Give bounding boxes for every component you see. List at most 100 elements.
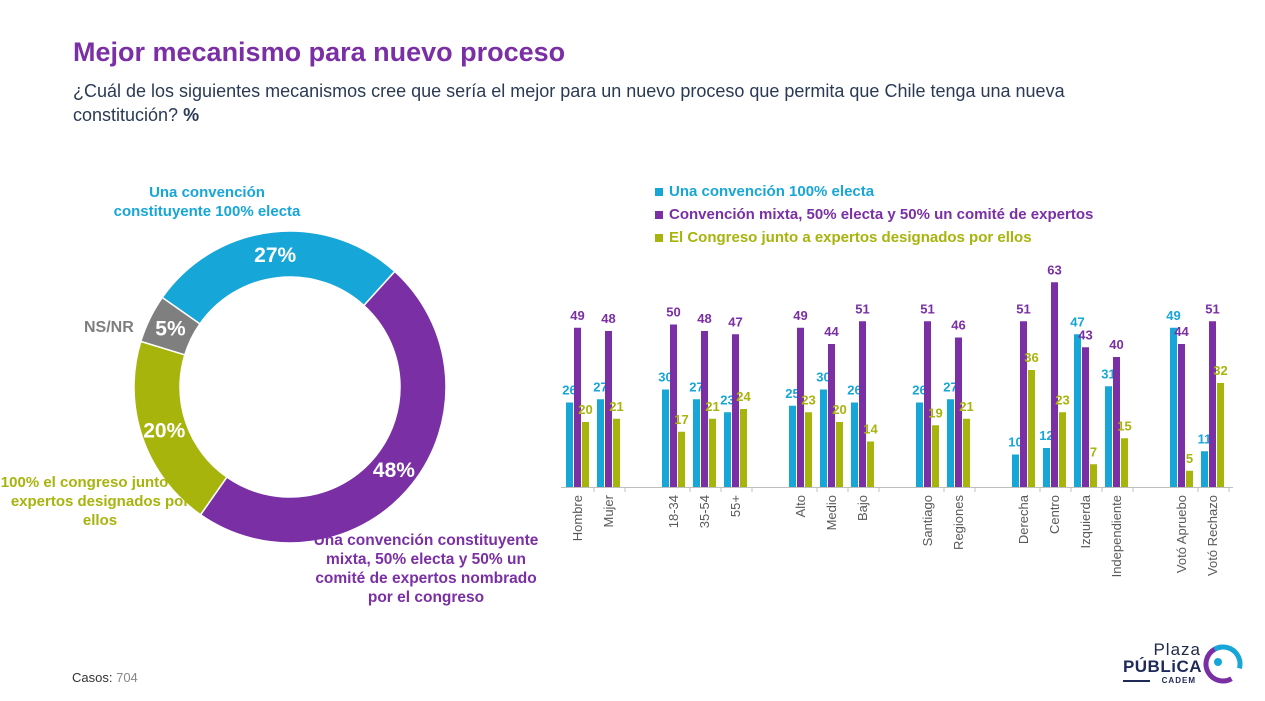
- logo-cadem-text: CADEM: [1161, 676, 1196, 685]
- bar-convencion: [1012, 454, 1019, 487]
- bar-value-mixta: 50: [666, 305, 680, 320]
- category-label: Votó Apruebo: [1174, 495, 1189, 573]
- donut-label-nsnr: NS/NR: [84, 319, 134, 336]
- bar-value-congreso: 21: [959, 399, 973, 414]
- bar-mixta: [828, 344, 835, 487]
- bar-convencion: [724, 412, 731, 487]
- category-label: Santiago: [920, 495, 935, 546]
- donut-label-convencion: Una convención constituyente 100% electa: [113, 184, 301, 220]
- bar-value-convencion: 49: [1166, 308, 1180, 323]
- logo-circle-icon: [1203, 644, 1243, 684]
- category-label: Izquierda: [1078, 494, 1093, 548]
- bar-mixta: [701, 331, 708, 487]
- bar-congreso: [805, 412, 812, 487]
- category-label: 35-54: [697, 495, 712, 528]
- bar-value-mixta: 40: [1109, 337, 1123, 352]
- bar-mixta: [1113, 357, 1120, 487]
- bar-value-convencion: 26: [847, 383, 861, 398]
- bar-convencion: [916, 402, 923, 487]
- bar-value-convencion: 10: [1008, 435, 1022, 450]
- category-label: Centro: [1047, 495, 1062, 534]
- bar-value-convencion: 26: [912, 383, 926, 398]
- bar-mixta: [1051, 282, 1058, 487]
- bar-value-congreso: 23: [801, 392, 815, 407]
- legend-swatch-congreso: [655, 233, 663, 242]
- logo-plaza-text: Plaza: [1153, 640, 1201, 659]
- legend-swatch-mixta: [655, 210, 663, 219]
- bar-value-convencion: 30: [816, 370, 830, 385]
- category-label: 18-34: [666, 495, 681, 528]
- bar-value-mixta: 49: [793, 308, 807, 323]
- bar-convencion: [1074, 334, 1081, 487]
- donut-label-mixta: Una convención constituyente mixta, 50% …: [313, 532, 539, 606]
- bar-value-congreso: 21: [609, 399, 623, 414]
- page-title: Mejor mecanismo para nuevo proceso: [73, 37, 566, 67]
- category-label: Independiente: [1109, 495, 1124, 577]
- subtitle-unit: %: [183, 105, 200, 125]
- donut-value-nsnr: 5%: [155, 318, 186, 341]
- bar-congreso: [709, 418, 716, 487]
- logo-underline: [1123, 680, 1150, 682]
- bar-value-congreso: 32: [1213, 363, 1227, 378]
- bar-congreso: [932, 425, 939, 487]
- bar-value-convencion: 27: [943, 379, 957, 394]
- bar-convencion: [1043, 448, 1050, 487]
- bar-value-mixta: 49: [570, 308, 584, 323]
- bar-convencion: [789, 405, 796, 487]
- casos-label: Casos: [72, 670, 109, 685]
- bar-congreso: [740, 409, 747, 487]
- bar-value-congreso: 7: [1090, 444, 1097, 459]
- page-subtitle: ¿Cuál de los siguientes mecanismos cree …: [73, 79, 1083, 127]
- bar-value-mixta: 51: [1016, 301, 1030, 316]
- bar-value-mixta: 63: [1047, 262, 1061, 277]
- bar-value-congreso: 24: [736, 389, 751, 404]
- casos-value: 704: [116, 670, 138, 685]
- legend-item-mixta: Convención mixta, 50% electa y 50% un co…: [655, 203, 1093, 226]
- donut-value-mixta: 48%: [373, 459, 415, 482]
- bar-convencion: [851, 402, 858, 487]
- bar-congreso: [963, 418, 970, 487]
- bar-congreso: [678, 431, 685, 487]
- bar-convencion: [1105, 386, 1112, 487]
- bar-mixta: [574, 327, 581, 487]
- bar-convencion: [1201, 451, 1208, 487]
- bar-congreso: [1059, 412, 1066, 487]
- bar-convencion: [693, 399, 700, 487]
- legend-item-congreso: El Congreso junto a expertos designados …: [655, 226, 1093, 249]
- bar-value-mixta: 48: [601, 311, 615, 326]
- bar-congreso: [867, 441, 874, 487]
- donut-slice-convencion: [161, 230, 396, 325]
- bar-value-mixta: 44: [824, 324, 839, 339]
- category-label: Medio: [824, 495, 839, 530]
- bar-mixta: [605, 331, 612, 487]
- legend-label-congreso: El Congreso junto a expertos designados …: [669, 229, 1032, 246]
- legend-label-mixta: Convención mixta, 50% electa y 50% un co…: [669, 206, 1094, 223]
- bar-value-congreso: 5: [1186, 451, 1193, 466]
- category-label: Bajo: [855, 495, 870, 521]
- bar-congreso: [836, 422, 843, 487]
- donut-slice-nsnr: [139, 296, 201, 356]
- legend-label-convencion: Una convención 100% electa: [669, 183, 875, 200]
- bar-mixta: [670, 324, 677, 487]
- subtitle-text: ¿Cuál de los siguientes mecanismos cree …: [73, 81, 1065, 125]
- bar-value-mixta: 44: [1174, 324, 1189, 339]
- bar-mixta: [1020, 321, 1027, 487]
- bar-mixta: [924, 321, 931, 487]
- bar-value-mixta: 51: [920, 301, 934, 316]
- bar-value-convencion: 25: [785, 386, 799, 401]
- bar-value-congreso: 15: [1117, 418, 1131, 433]
- bar-value-convencion: 11: [1198, 431, 1212, 446]
- bar-value-convencion: 30: [658, 370, 672, 385]
- legend-swatch-convencion: [655, 187, 663, 196]
- category-label: Regiones: [951, 495, 966, 550]
- bar-value-convencion: 23: [720, 392, 734, 407]
- bar-convencion: [597, 399, 604, 487]
- bar-mixta: [1178, 344, 1185, 487]
- bar-value-convencion: 47: [1070, 314, 1084, 329]
- bar-value-convencion: 27: [593, 379, 607, 394]
- bar-convencion: [820, 389, 827, 487]
- bar-value-congreso: 20: [578, 402, 592, 417]
- plaza-publica-logo: Plaza PÚBLiCA CADEM: [1118, 640, 1243, 685]
- category-label: Hombre: [570, 495, 585, 541]
- bar-value-congreso: 19: [928, 405, 942, 420]
